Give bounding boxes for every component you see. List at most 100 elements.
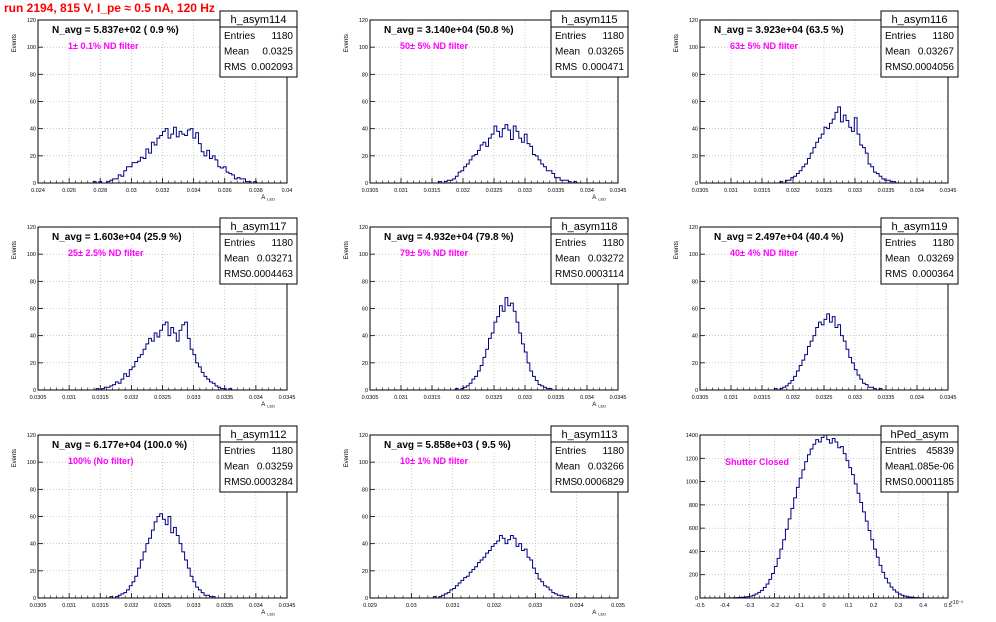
- x-tick-label: 0.034: [580, 188, 594, 194]
- x-tick-label: 0.033: [528, 603, 542, 609]
- plot-frame: [369, 19, 619, 184]
- y-tick-label: 1400: [686, 433, 698, 439]
- x-tick-label: 0.0335: [878, 188, 895, 194]
- histogram-title: N_avg = 1.603e+04 (25.9 %): [52, 232, 182, 243]
- histogram-panel: 0.0305 0.031 0.0315 0.032 0.0325 0.033 0.0335 0…: [344, 10, 629, 202]
- stats-box: h_asym116 Entries 1180 Mean 0.03267 RMS 0.0004…: [880, 10, 959, 78]
- stats-label: Mean: [555, 462, 580, 473]
- y-tick-label: 0: [365, 388, 368, 394]
- filter-label: 100% (No filter): [68, 456, 134, 466]
- x-axis-label: A LED: [261, 610, 275, 617]
- x-tick-label: 0.031: [62, 395, 76, 401]
- x-tick-label: 0.033: [518, 188, 532, 194]
- y-tick-label: 20: [30, 361, 36, 367]
- y-axis-label: Events: [674, 241, 680, 259]
- x-tick-label: 0.0315: [92, 395, 109, 401]
- plot-frame: [699, 226, 949, 391]
- x-tick-label: 0.0335: [548, 188, 565, 194]
- y-axis-label: Events: [344, 241, 350, 259]
- histogram-name: h_asym113: [561, 429, 617, 441]
- x-tick-label: 0.033: [187, 395, 201, 401]
- y-tick-label: 80: [692, 72, 698, 78]
- y-tick-label: 200: [689, 573, 698, 579]
- x-tick-label: 0.034: [570, 603, 584, 609]
- stats-label: Mean: [885, 47, 910, 58]
- x-tick-label: 0.034: [249, 395, 263, 401]
- x-tick-label: 0.0345: [610, 395, 627, 401]
- stats-value: 0.03265: [588, 47, 625, 58]
- stats-value: 0.0004056: [907, 62, 955, 73]
- stats-value: 1180: [271, 446, 293, 457]
- x-tick-label: 0.0335: [216, 395, 233, 401]
- y-tick-label: 0: [695, 181, 698, 187]
- y-tick-label: 120: [27, 225, 36, 231]
- y-tick-label: 100: [27, 45, 36, 51]
- y-tick-label: 20: [692, 154, 698, 160]
- x-tick-label: 0.034: [187, 188, 201, 194]
- x-tick-label: 0.0305: [362, 395, 379, 401]
- x-tick-label: 0.0325: [486, 188, 503, 194]
- title-box: [379, 437, 518, 451]
- stats-label: Entries: [555, 238, 586, 249]
- histogram-title: N_avg = 3.140e+04 (50.8 %): [384, 25, 514, 36]
- y-tick-label: 60: [692, 100, 698, 106]
- stats-label: RMS: [885, 477, 908, 488]
- x-tick-label: 0.4: [919, 603, 927, 609]
- page-title: run 2194, 815 V, I_pe ≈ 0.5 nA, 120 Hz: [4, 1, 215, 15]
- x-axis-label: A LED: [592, 610, 606, 617]
- x-tick-label: 0.0305: [30, 395, 47, 401]
- x-tick-label: 0.032: [456, 395, 470, 401]
- x-tick-label: 0.0325: [816, 395, 833, 401]
- title-box: [709, 229, 848, 243]
- stats-value: 0.0004463: [246, 269, 294, 280]
- x-tick-label: 0.04: [282, 188, 293, 194]
- filter-label: 63± 5% ND filter: [730, 41, 798, 51]
- histogram-title: N_avg = 4.932e+04 (79.8 %): [384, 232, 514, 243]
- y-tick-label: 40: [692, 334, 698, 340]
- stats-value: 1180: [602, 31, 624, 42]
- x-tick-label: 0.0345: [279, 395, 296, 401]
- stats-value: 0.0006829: [577, 477, 625, 488]
- stats-value: 0.03267: [918, 47, 955, 58]
- stats-value: 0.0003284: [246, 477, 294, 488]
- y-axis-label: Events: [12, 241, 18, 259]
- x-tick-label: 0.033: [187, 603, 201, 609]
- y-tick-label: 60: [30, 515, 36, 521]
- filter-label: 10± 1% ND filter: [400, 456, 468, 466]
- y-tick-label: 60: [362, 307, 368, 313]
- x-axis-exponent: ×10⁻³: [950, 600, 963, 606]
- y-tick-label: 0: [33, 596, 36, 602]
- x-tick-label: 0.0315: [754, 395, 771, 401]
- x-tick-label: 0.032: [124, 395, 138, 401]
- stats-value: 0.03271: [257, 254, 294, 265]
- x-tick-label: 0.0345: [940, 188, 957, 194]
- y-tick-label: 80: [30, 487, 36, 493]
- stats-label: Mean: [224, 462, 249, 473]
- x-tick-label: 0.0315: [424, 395, 441, 401]
- x-tick-label: 0.03: [406, 603, 417, 609]
- histogram-name: h_asym114: [230, 14, 286, 26]
- y-tick-label: 40: [362, 127, 368, 133]
- x-tick-label: 0.0335: [548, 395, 565, 401]
- y-axis-label: Events: [12, 34, 18, 52]
- x-tick-label: 0.0345: [610, 188, 627, 194]
- y-tick-label: 1000: [686, 480, 698, 486]
- x-tick-label: 0.032: [124, 603, 138, 609]
- title-box: [379, 229, 518, 243]
- y-tick-label: 800: [689, 503, 698, 509]
- stats-label: Mean: [885, 254, 910, 265]
- histogram-panel: 0.0305 0.031 0.0315 0.032 0.0325 0.033 0.0335 0…: [674, 10, 959, 194]
- plot-frame: [37, 19, 288, 184]
- stats-label: Entries: [224, 238, 255, 249]
- histogram-name: h_asym118: [561, 221, 617, 233]
- y-tick-label: 60: [362, 515, 368, 521]
- stats-box: h_asym118 Entries 1180 Mean 0.03272 RMS 0.0003…: [550, 217, 629, 285]
- stats-box: h_asym112 Entries 1180 Mean 0.03259 RMS 0.0003…: [219, 425, 298, 493]
- stats-value: 0.002093: [251, 62, 293, 73]
- histogram-name: h_asym117: [230, 221, 286, 233]
- title-box: [47, 22, 187, 36]
- y-tick-label: 20: [30, 569, 36, 575]
- x-tick-label: 0.031: [62, 603, 76, 609]
- filter-label: 1± 0.1% ND filter: [68, 41, 139, 51]
